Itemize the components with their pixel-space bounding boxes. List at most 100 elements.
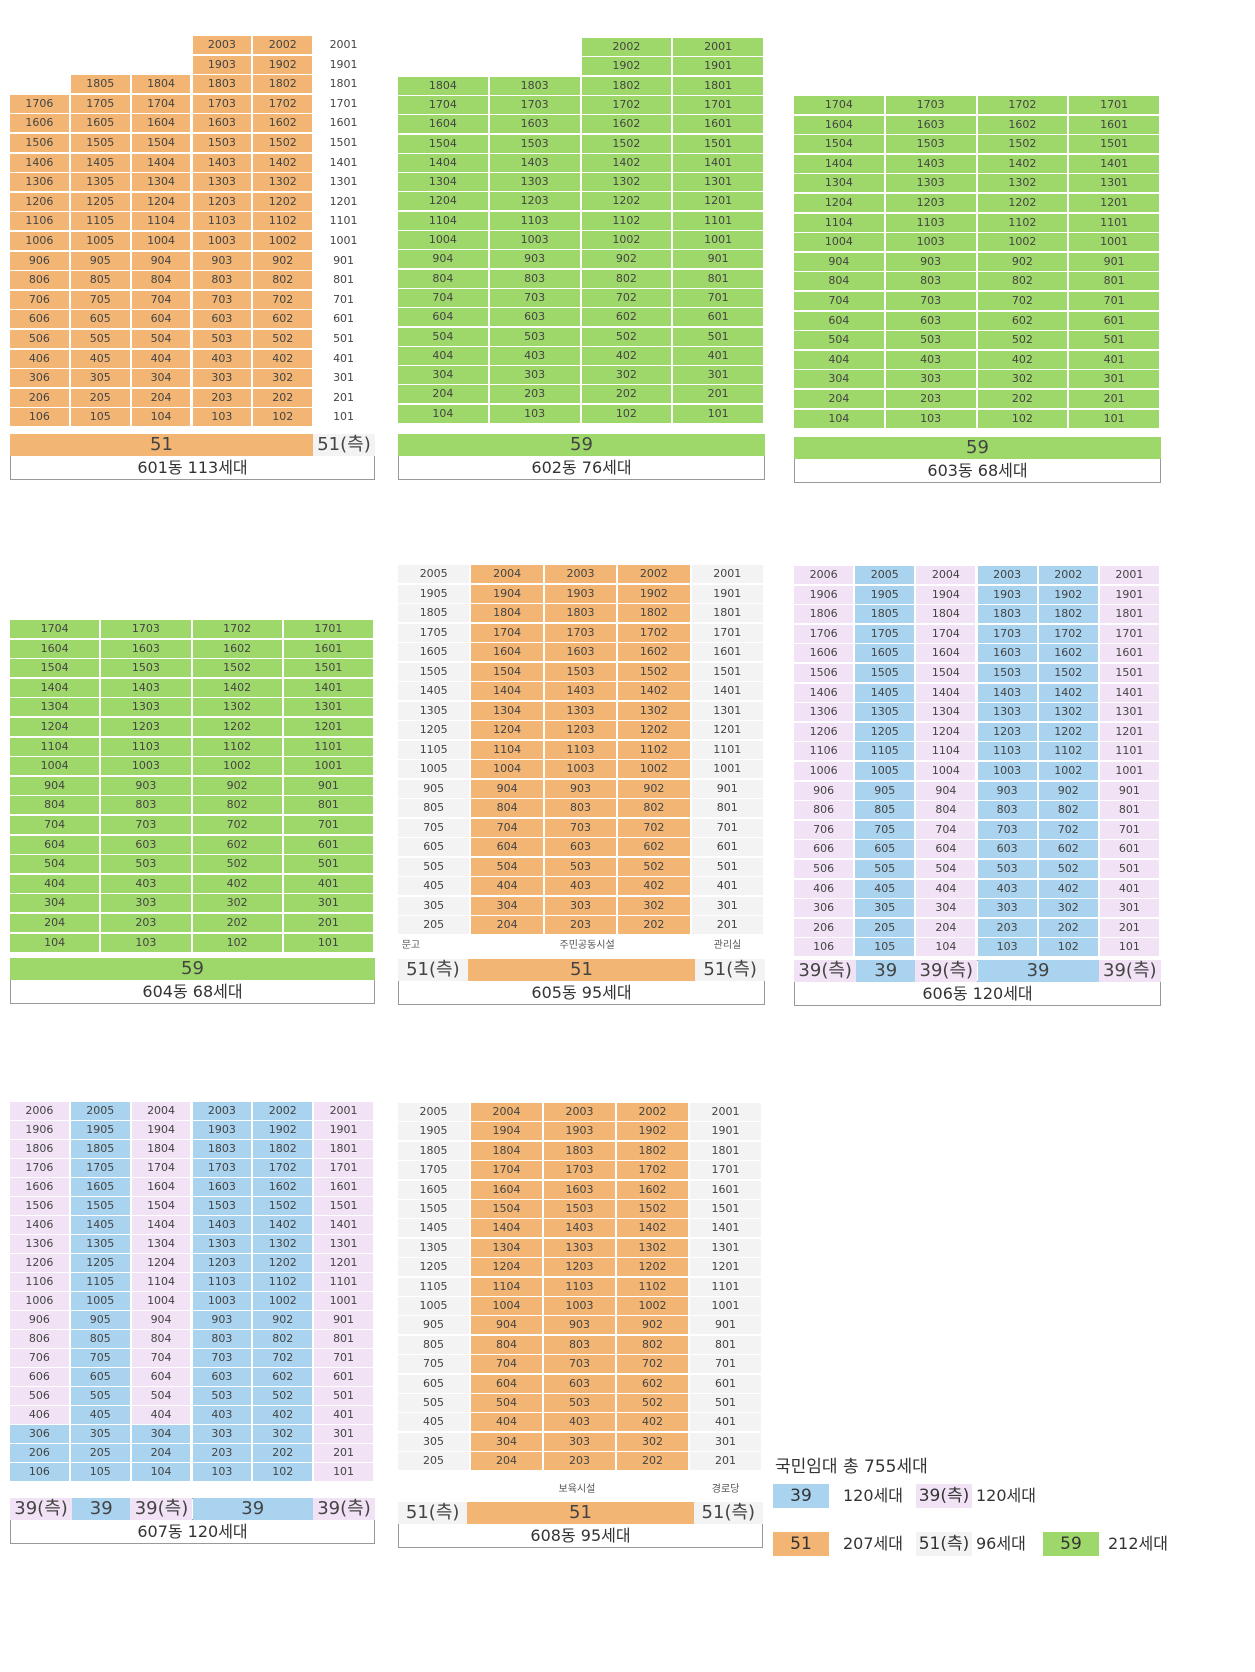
unit-cell: 1201 [691, 721, 763, 739]
unit-cell: 202 [192, 914, 282, 932]
unit-cell: 1406 [794, 683, 854, 702]
unit-cell: 1404 [471, 682, 543, 700]
unit-cell: 1506 [10, 134, 69, 152]
unit-cell: 1203 [544, 1258, 615, 1277]
unit-cell: 1106 [10, 1273, 69, 1291]
unit-cell: 1201 [673, 192, 763, 211]
type-band-segment: 51(측) [693, 1502, 763, 1524]
unit-cell: 1302 [617, 1238, 688, 1257]
unit-cell: 1606 [10, 114, 69, 133]
unit-cell: 1504 [794, 135, 884, 154]
unit-cell: 1004 [916, 762, 976, 780]
unit-cell: 301 [690, 1432, 761, 1451]
unit-cell: 1505 [70, 134, 130, 152]
unit-cell: 203 [977, 918, 1037, 937]
unit-cell: 902 [192, 776, 282, 795]
unit-cell: 606 [10, 310, 69, 329]
unit-cell: 106 [10, 408, 69, 427]
unit-cell: 504 [398, 327, 488, 346]
unit-cell: 203 [489, 385, 580, 404]
unit-cell: 1401 [691, 682, 763, 700]
unit-cell: 801 [691, 799, 763, 817]
unit-cell: 504 [471, 1394, 542, 1412]
unit-cell: 605 [855, 840, 915, 859]
unit-cell: 205 [70, 1444, 130, 1462]
unit-cell: 2002 [618, 565, 690, 583]
unit-cell: 1003 [101, 757, 191, 776]
unit-cell: 1601 [1099, 644, 1159, 663]
unit-cell: 1303 [489, 173, 580, 192]
unit-cell: 801 [283, 796, 373, 815]
unit-cell: 902 [253, 1311, 313, 1329]
unit-cell: 1501 [1099, 664, 1159, 682]
unit-cell: 402 [618, 877, 690, 895]
unit-cell: 2002 [1038, 566, 1098, 584]
unit-cell: 1204 [471, 1258, 542, 1277]
unit-cell: 404 [398, 346, 488, 365]
unit-cell: 505 [70, 1387, 130, 1405]
unit-cell: 1603 [489, 115, 580, 134]
unit-cell: 303 [489, 366, 580, 385]
unit-cell: 1003 [544, 760, 617, 778]
unit-cell: 1704 [10, 620, 100, 638]
unit-cell: 802 [1038, 801, 1098, 820]
unit-cell: 405 [70, 1406, 130, 1424]
unit-cell: 301 [1099, 899, 1159, 918]
unit-cell: 806 [10, 1330, 69, 1348]
unit-cell: 103 [489, 404, 580, 423]
unit-cell: 404 [471, 1413, 542, 1432]
unit-cell: 1305 [855, 703, 915, 722]
unit-cell: 1806 [10, 1140, 69, 1158]
unit-cell: 301 [314, 1425, 373, 1443]
legend-title: 국민임대 총 755세대 [775, 1457, 928, 1477]
unit-cell: 401 [1069, 350, 1159, 369]
unit-cell: 1704 [471, 1161, 542, 1180]
unit-cell [132, 36, 191, 54]
unit-cell: 1403 [101, 678, 191, 697]
unit-cell: 902 [1038, 781, 1098, 800]
unit-cell: 901 [673, 250, 763, 269]
unit-cell: 2005 [70, 1102, 130, 1120]
unit-cell: 1004 [794, 233, 884, 252]
unit-cell: 1204 [398, 192, 488, 211]
unit-cell: 806 [794, 801, 854, 820]
type-band-segment: 51(측) [312, 434, 375, 456]
unit-cell: 1502 [617, 1200, 688, 1218]
unit-cell: 1302 [581, 173, 672, 192]
unit-cell: 1304 [398, 173, 488, 192]
unit-cell: 1101 [329, 214, 358, 228]
legend-count-59: 212세대 [1108, 1534, 1168, 1553]
unit-cell: 1705 [398, 1161, 469, 1180]
unit-cell: 802 [618, 799, 690, 817]
unit-cell: 1203 [192, 192, 252, 211]
unit-cell: 1805 [398, 604, 470, 622]
unit-cell: 1601 [283, 639, 373, 658]
unit-cell: 401 [333, 351, 355, 365]
unit-cell: 1203 [977, 722, 1037, 741]
unit-cell: 903 [885, 252, 976, 271]
unit-cell: 403 [192, 349, 252, 368]
unit-cell: 1301 [673, 173, 763, 192]
unit-cell: 703 [192, 1349, 252, 1367]
unit-cell: 1304 [131, 1235, 191, 1253]
unit-cell: 1601 [314, 1178, 373, 1196]
unit-cell: 1703 [544, 623, 617, 642]
unit-cell: 1001 [1069, 233, 1159, 252]
unit-cell: 1204 [131, 192, 191, 211]
unit-cell: 1402 [1038, 683, 1098, 702]
unit-cell: 1701 [673, 95, 763, 114]
unit-cell: 604 [916, 840, 976, 859]
unit-cell: 1905 [398, 584, 470, 603]
unit-cell: 302 [581, 366, 672, 385]
unit-cell: 1405 [398, 682, 470, 700]
unit-cell: 1502 [253, 1197, 313, 1215]
unit-cell: 205 [398, 1452, 469, 1471]
unit-cell: 203 [885, 390, 976, 408]
unit-cell: 2002 [253, 1102, 313, 1120]
unit-cell: 1705 [398, 623, 470, 642]
unit-cell: 1402 [192, 678, 282, 697]
unit-cell: 1101 [1099, 742, 1159, 761]
unit-cell: 1003 [192, 1292, 252, 1310]
unit-cell: 401 [314, 1406, 373, 1424]
unit-cell: 1504 [471, 1200, 542, 1218]
